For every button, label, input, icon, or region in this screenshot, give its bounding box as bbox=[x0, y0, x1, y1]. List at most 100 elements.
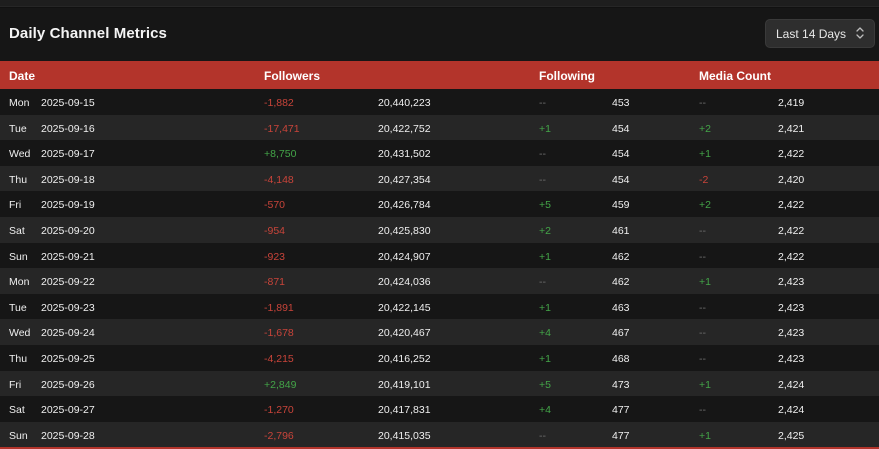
cell-following-change: -- bbox=[539, 276, 546, 289]
cell-day: Wed bbox=[9, 327, 31, 340]
cell-followers: 20,427,354 bbox=[378, 173, 431, 186]
cell-following: 454 bbox=[612, 173, 630, 186]
cell-followers: 20,440,223 bbox=[378, 97, 431, 109]
panel-header: Daily Channel Metrics Last 14 Days bbox=[0, 8, 879, 61]
cell-day: Sun bbox=[9, 429, 28, 442]
cell-media-count: 2,424 bbox=[778, 378, 805, 391]
cell-followers: 20,431,502 bbox=[378, 148, 431, 161]
cell-following: 477 bbox=[612, 429, 630, 442]
table-row[interactable]: Sun 2025-09-28 -2,796 20,415,035 -- 477 +1 2,42… bbox=[0, 421, 879, 448]
cell-media-count: 2,423 bbox=[778, 301, 805, 314]
cell-day: Mon bbox=[9, 97, 30, 109]
cell-media-count: 2,422 bbox=[778, 250, 805, 263]
cell-following: 462 bbox=[612, 250, 630, 263]
date-range-value: Last 14 Days bbox=[776, 26, 847, 41]
table-row[interactable]: Thu 2025-09-25 -4,215 20,416,252 +1 468 -- 2,42… bbox=[0, 344, 879, 371]
cell-following: 459 bbox=[612, 199, 630, 212]
cell-media-change: -- bbox=[699, 250, 706, 263]
cell-following-change: +4 bbox=[539, 327, 551, 340]
cell-date: 2025-09-21 bbox=[41, 250, 95, 263]
top-bar bbox=[0, 0, 879, 7]
table-body: Mon 2025-09-15 -1,882 20,440,223 -- 453 -- 2,41… bbox=[0, 89, 879, 448]
cell-day: Fri bbox=[9, 199, 22, 212]
cell-followers-change: +8,750 bbox=[264, 148, 297, 161]
cell-media-count: 2,422 bbox=[778, 199, 805, 212]
cell-media-count: 2,422 bbox=[778, 224, 805, 237]
table-row[interactable]: Mon 2025-09-15 -1,882 20,440,223 -- 453 -- 2,41… bbox=[0, 89, 879, 115]
cell-date: 2025-09-26 bbox=[41, 378, 95, 391]
cell-media-change: +1 bbox=[699, 148, 711, 161]
table-header: Date Followers Following Media Count bbox=[0, 61, 879, 89]
cell-following: 477 bbox=[612, 404, 630, 417]
cell-media-count: 2,419 bbox=[778, 97, 805, 109]
column-header-date[interactable]: Date bbox=[9, 69, 36, 83]
cell-followers: 20,415,035 bbox=[378, 429, 431, 442]
cell-following: 461 bbox=[612, 224, 630, 237]
bottom-accent-line bbox=[0, 447, 879, 449]
cell-date: 2025-09-23 bbox=[41, 301, 95, 314]
cell-day: Sat bbox=[9, 224, 25, 237]
table-row[interactable]: Wed 2025-09-17 +8,750 20,431,502 -- 454 +1 2,42… bbox=[0, 140, 879, 166]
cell-media-change: -- bbox=[699, 97, 706, 109]
cell-date: 2025-09-17 bbox=[41, 148, 95, 161]
column-header-following[interactable]: Following bbox=[539, 69, 595, 83]
cell-date: 2025-09-20 bbox=[41, 224, 95, 237]
cell-followers: 20,424,036 bbox=[378, 276, 431, 289]
cell-day: Fri bbox=[9, 378, 22, 391]
cell-followers-change: -871 bbox=[264, 276, 286, 289]
cell-day: Tue bbox=[9, 122, 27, 135]
date-range-select[interactable]: Last 14 Days bbox=[765, 19, 875, 48]
table-row[interactable]: Thu 2025-09-18 -4,148 20,427,354 -- 454 -2 2,42… bbox=[0, 165, 879, 192]
table-row[interactable]: Sat 2025-09-27 -1,270 20,417,831 +4 477 -- 2,42… bbox=[0, 396, 879, 422]
cell-following-change: -- bbox=[539, 148, 546, 161]
cell-media-change: -- bbox=[699, 327, 706, 340]
cell-following-change: +5 bbox=[539, 199, 551, 212]
cell-following-change: +1 bbox=[539, 122, 551, 135]
cell-followers-change: -954 bbox=[264, 224, 286, 237]
table-row[interactable]: Sun 2025-09-21 -923 20,424,907 +1 462 -- 2,422 bbox=[0, 242, 879, 269]
table-row[interactable]: Wed 2025-09-24 -1,678 20,420,467 +4 467 -- 2,42… bbox=[0, 319, 879, 345]
cell-media-count: 2,423 bbox=[778, 327, 805, 340]
cell-media-change: -2 bbox=[699, 173, 709, 186]
cell-following: 462 bbox=[612, 276, 630, 289]
table-row[interactable]: Fri 2025-09-26 +2,849 20,419,101 +5 473 +1 2,42… bbox=[0, 370, 879, 397]
table-row[interactable]: Sat 2025-09-20 -954 20,425,830 +2 461 -- 2,422 bbox=[0, 216, 879, 243]
cell-following: 473 bbox=[612, 378, 630, 391]
cell-date: 2025-09-24 bbox=[41, 327, 95, 340]
cell-media-count: 2,424 bbox=[778, 404, 805, 417]
table-row[interactable]: Tue 2025-09-23 -1,891 20,422,145 +1 463 -- 2,42… bbox=[0, 293, 879, 320]
cell-followers: 20,426,784 bbox=[378, 199, 431, 212]
cell-followers: 20,420,467 bbox=[378, 327, 431, 340]
cell-media-count: 2,422 bbox=[778, 148, 805, 161]
cell-followers-change: -4,215 bbox=[264, 352, 294, 365]
cell-followers-change: +2,849 bbox=[264, 378, 297, 391]
cell-day: Thu bbox=[9, 173, 28, 186]
cell-following: 453 bbox=[612, 97, 630, 109]
page-title: Daily Channel Metrics bbox=[9, 25, 167, 42]
column-header-media-count[interactable]: Media Count bbox=[699, 69, 771, 83]
table-row[interactable]: Fri 2025-09-19 -570 20,426,784 +5 459 +2 2,422 bbox=[0, 191, 879, 217]
cell-date: 2025-09-25 bbox=[41, 352, 95, 365]
cell-followers-change: -570 bbox=[264, 199, 286, 212]
cell-date: 2025-09-18 bbox=[41, 173, 95, 186]
cell-media-change: -- bbox=[699, 404, 706, 417]
cell-following-change: +1 bbox=[539, 352, 551, 365]
chevron-up-down-icon bbox=[856, 27, 864, 39]
cell-following-change: -- bbox=[539, 173, 546, 186]
cell-day: Thu bbox=[9, 352, 28, 365]
cell-media-count: 2,421 bbox=[778, 122, 805, 135]
cell-date: 2025-09-28 bbox=[41, 429, 95, 442]
metrics-panel: Daily Channel Metrics Last 14 Days Date … bbox=[0, 8, 879, 449]
cell-following: 468 bbox=[612, 352, 630, 365]
table-row[interactable]: Tue 2025-09-16 -17,471 20,422,752 +1 454 +2 2,4… bbox=[0, 114, 879, 141]
cell-following: 454 bbox=[612, 148, 630, 161]
cell-media-change: +1 bbox=[699, 378, 711, 391]
cell-day: Sat bbox=[9, 404, 25, 417]
column-header-followers[interactable]: Followers bbox=[264, 69, 321, 83]
cell-day: Mon bbox=[9, 276, 30, 289]
cell-followers: 20,417,831 bbox=[378, 404, 431, 417]
table-row[interactable]: Mon 2025-09-22 -871 20,424,036 -- 462 +1 2,423 bbox=[0, 268, 879, 294]
cell-following: 463 bbox=[612, 301, 630, 314]
cell-following-change: +5 bbox=[539, 378, 551, 391]
cell-day: Sun bbox=[9, 250, 28, 263]
